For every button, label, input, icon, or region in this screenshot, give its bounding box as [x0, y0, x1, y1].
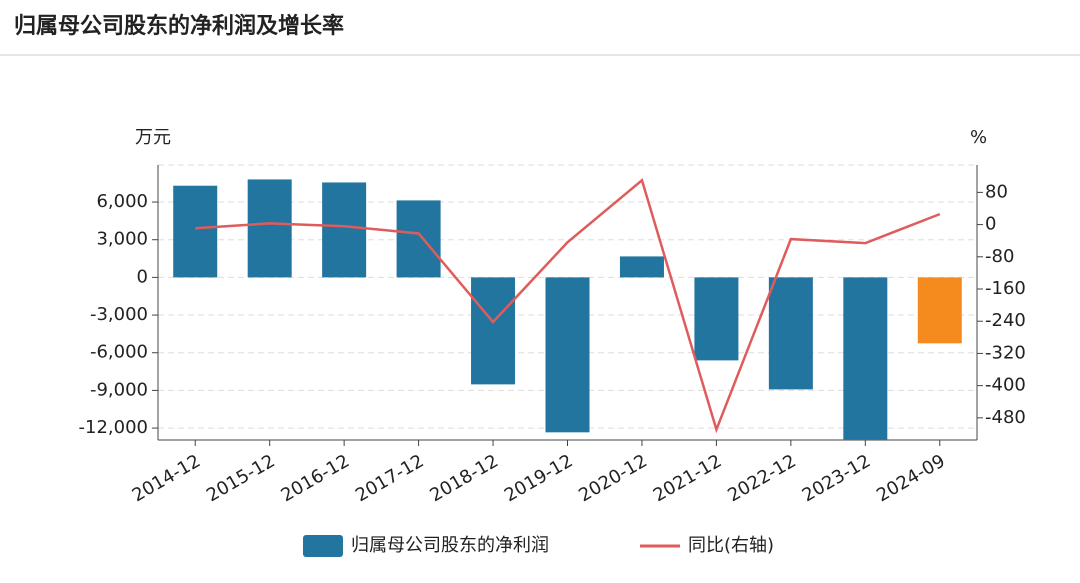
y2-tick-label: -320 [985, 342, 1026, 363]
y2-unit: % [970, 127, 987, 148]
bar [396, 200, 441, 278]
x-tick-label: 2021-12 [650, 450, 726, 506]
y2-tick-label: -80 [985, 246, 1014, 267]
y2-tick-label: 80 [985, 181, 1008, 202]
bar [917, 277, 962, 344]
legend-label: 归属母公司股东的净利润 [351, 535, 549, 556]
bar [173, 185, 218, 278]
line [195, 178, 941, 434]
bar [843, 277, 888, 440]
x-tick-label: 2018-12 [426, 450, 502, 506]
bar [619, 256, 664, 278]
y2-tick-label: -400 [985, 375, 1026, 396]
y-tick-label: -12,000 [79, 417, 148, 438]
y-tick-label: -6,000 [90, 342, 148, 363]
y-tick-label: -3,000 [90, 304, 148, 325]
y-tick-label: 3,000 [96, 229, 148, 250]
x-tick-label: 2017-12 [352, 450, 428, 506]
y2-tick-label: -240 [985, 310, 1026, 331]
y-tick-label: -9,000 [90, 379, 148, 400]
y2-tick-label: -480 [985, 407, 1026, 428]
x-tick-label: 2015-12 [203, 450, 279, 506]
y-unit: 万元 [135, 127, 171, 148]
y-tick-label: 0 [137, 266, 148, 287]
x-tick-label: 2016-12 [277, 450, 353, 506]
x-tick-label: 2020-12 [575, 450, 651, 506]
x-tick-label: 2023-12 [799, 450, 875, 506]
legend-swatch [303, 535, 343, 557]
bar [247, 179, 292, 278]
bar [545, 277, 590, 433]
y2-tick-label: -160 [985, 278, 1026, 299]
x-tick-label: 2014-12 [129, 450, 205, 506]
y-tick-label: 6,000 [96, 191, 148, 212]
bar [322, 182, 367, 278]
y2-tick-label: 0 [985, 214, 996, 235]
x-tick-label: 2019-12 [501, 450, 577, 506]
legend-label: 同比(右轴) [688, 535, 774, 556]
x-tick-label: 2022-12 [724, 450, 800, 506]
x-tick-label: 2024-09 [873, 450, 949, 506]
bar [768, 277, 813, 390]
chart-title: 归属母公司股东的净利润及增长率 [14, 13, 344, 39]
bar [471, 277, 516, 385]
bar [694, 277, 739, 361]
